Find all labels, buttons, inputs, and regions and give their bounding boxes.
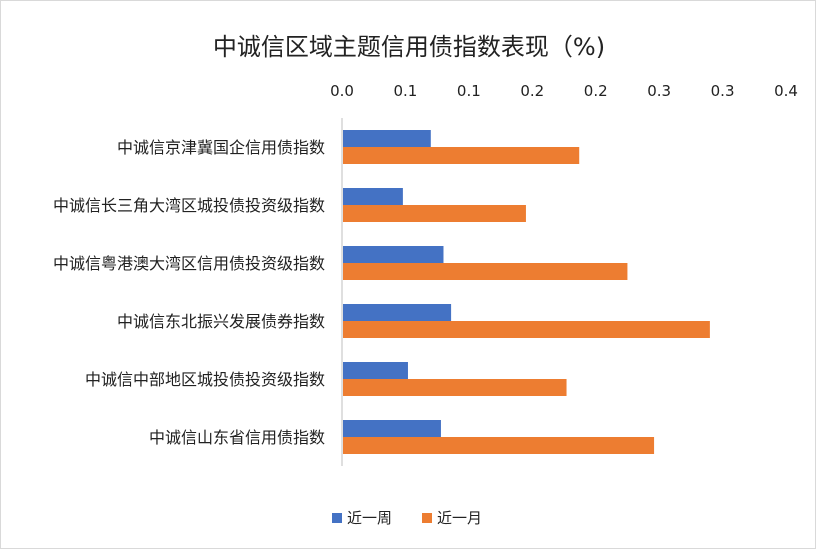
bar-week [343,130,431,147]
legend-swatch [422,513,432,523]
bar-month [343,205,526,222]
bar-week [343,246,444,263]
bar-month [343,147,580,164]
category-label: 中诚信粤港澳大湾区信用债投资级指数 [53,254,325,273]
bar-week [343,420,441,437]
x-tick-label: 0.0 [330,82,354,100]
x-tick-label: 0.3 [711,82,735,100]
bar-month [343,379,567,396]
legend-label: 近一月 [437,509,482,527]
bar-month [343,437,655,454]
bars [343,130,710,454]
x-tick-label: 0.2 [584,82,608,100]
category-label: 中诚信山东省信用债指数 [149,428,325,447]
x-tick-label: 0.1 [393,82,417,100]
category-labels: 中诚信京津冀国企信用债指数中诚信长三角大湾区城投债投资级指数中诚信粤港澳大湾区信… [53,138,325,447]
category-label: 中诚信京津冀国企信用债指数 [117,138,325,157]
bar-week [343,362,408,379]
bar-month [343,321,710,338]
legend: 近一周 近一月 [332,509,482,527]
bar-month [343,263,628,280]
bar-week [343,304,452,321]
x-tick-label: 0.3 [647,82,671,100]
legend-swatch [332,513,342,523]
category-label: 中诚信中部地区城投债投资级指数 [85,370,325,389]
category-label: 中诚信长三角大湾区城投债投资级指数 [53,196,325,215]
legend-label: 近一周 [347,509,392,527]
category-label: 中诚信东北振兴发展债券指数 [117,312,325,331]
bar-week [343,188,403,205]
x-tick-label: 0.1 [457,82,481,100]
x-axis-ticks: 0.0 0.1 0.1 0.2 0.2 0.3 0.3 0.4 [330,82,798,100]
x-tick-label: 0.4 [774,82,798,100]
chart-title: 中诚信区域主题信用债指数表现（%) [213,33,605,61]
x-tick-label: 0.2 [520,82,544,100]
